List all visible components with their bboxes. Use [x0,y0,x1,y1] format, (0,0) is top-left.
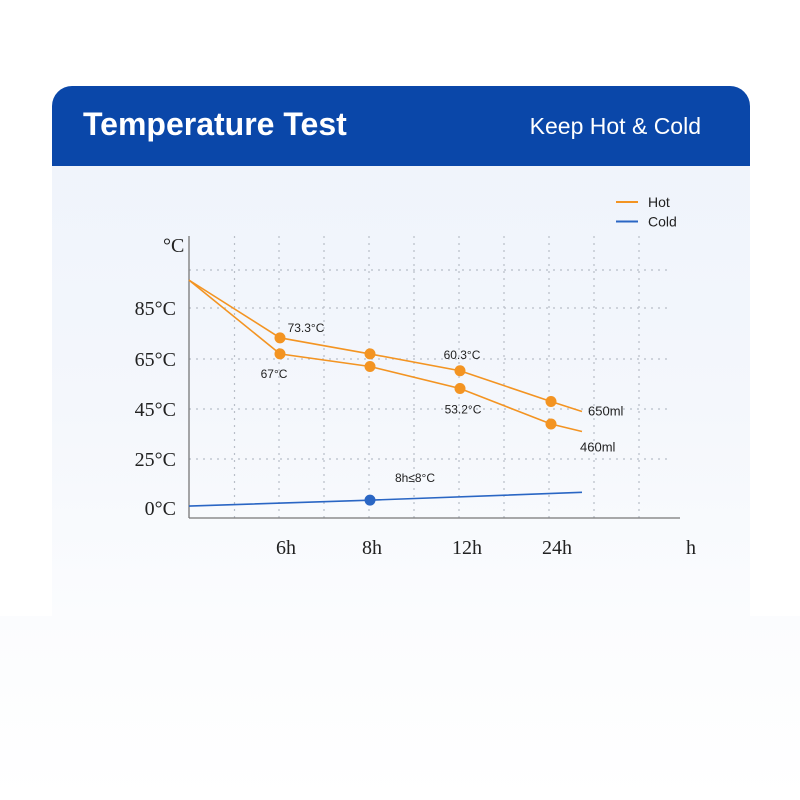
legend: Hot Cold [616,194,677,230]
series-hot-460: 67°C 53.2°C 460ml [188,279,616,455]
data-point [364,348,376,360]
header-bar: Temperature Test Keep Hot & Cold [52,86,750,166]
y-tick-label: 0°C [145,498,176,520]
series-line-cold [188,491,583,507]
data-point [454,383,466,394]
x-tick-label: 6h [276,537,296,559]
data-point [274,332,286,344]
chart-subtitle: Keep Hot & Cold [529,113,701,139]
data-point [364,361,376,372]
series: 73.3°C 60.3°C 650ml 67°C 53.2°C 460ml 8h≤8°C [188,279,624,507]
y-tick-label: 25°C [135,449,176,471]
y-tick-label: 65°C [135,349,176,371]
data-label: 67°C [261,367,288,381]
legend-label: Hot [648,194,670,210]
legend-label: Cold [648,214,677,230]
y-tick-label: 85°C [135,298,176,320]
data-point [545,396,557,407]
x-unit-label: h [686,537,696,559]
chart-title: Temperature Test [83,106,347,142]
data-label: 8h≤8°C [395,471,435,485]
data-point [545,418,557,430]
x-tick-label: 24h [542,537,572,559]
series-hot-650: 73.3°C 60.3°C 650ml [188,279,624,419]
series-line-hot-650 [188,279,583,413]
axes: °C h [163,235,696,559]
series-cold: 8h≤8°C [188,471,583,507]
y-tick-label: 45°C [135,399,176,421]
data-label: 60.3°C [444,348,481,362]
chart-card: Temperature Test Keep Hot & Cold [52,86,750,616]
x-tick-label: 8h [362,537,382,559]
series-end-label: 650ml [588,404,624,419]
y-ticks: 85°C 65°C 45°C 25°C 0°C [135,298,176,520]
background-fade [0,616,800,800]
data-point [274,348,286,360]
x-tick-label: 12h [452,537,482,559]
y-unit-label: °C [163,235,184,257]
data-point [454,365,466,377]
x-ticks: 6h 8h 12h 24h [276,537,572,559]
series-end-label: 460ml [580,440,616,455]
data-label: 73.3°C [288,321,325,335]
data-point [364,494,376,506]
data-label: 53.2°C [445,403,482,417]
